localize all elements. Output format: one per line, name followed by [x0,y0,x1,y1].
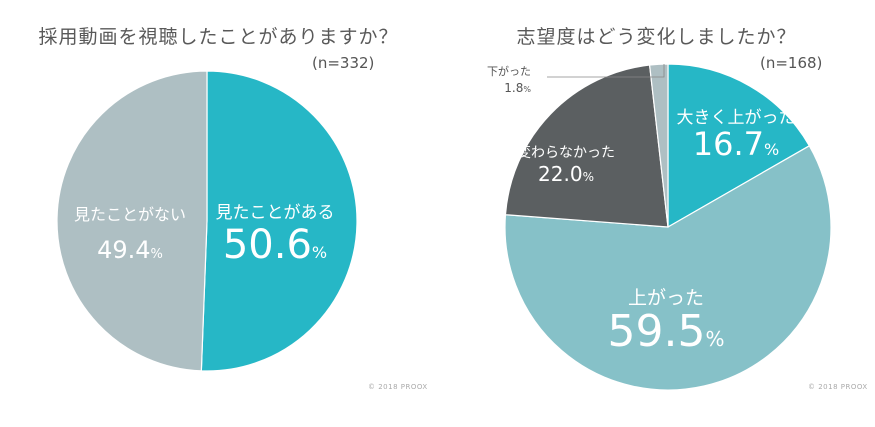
slice-category-label-1: 見たことがない [74,205,186,224]
slice-value-label-2: 22.0% [538,162,594,186]
slice-category-label-3: 下がった [487,64,531,78]
chart-title-motivation: 志望度はどう変化しましたか？ [516,26,797,48]
copyright-motivation: © 2018 PROOX [808,383,868,391]
sample-size-motivation: (n=168) [760,54,823,72]
pie-slice-1 [56,70,208,372]
pie-slice-1 [504,144,832,391]
pie-slice-3 [648,63,669,228]
slice-label-1: 見たことがない 49.4% [74,205,186,264]
slice-value-label-1: 49.4% [97,236,163,264]
slice-value-label-0: 16.7% [693,125,779,163]
slice-value-label-1: 59.5% [608,306,725,357]
sample-size-viewing: (n=332) [312,54,375,72]
slice-category-label-0: 見たことがある [216,203,335,223]
slice-value-label-3: 1.8% [504,81,531,95]
slice-value-label-0: 50.6% [223,222,327,268]
chart-panel-viewing: 採用動画を視聴したことがありますか？ (n=332) 見たことがある 50.6% 見… [0,0,437,427]
leader-line-3 [547,64,665,78]
slice-category-label-1: 上がった [628,287,704,309]
pie-slice-0 [667,63,811,229]
chart-panel-motivation: 志望度はどう変化しましたか？ (n=168) 大きく上がった 16.7% 上がった 5… [438,0,875,427]
pie-slice-2 [504,64,669,228]
slice-label-3: 下がった 1.8% [487,64,531,95]
chart-title-viewing: 採用動画を視聴したことがありますか？ [38,26,399,48]
copyright-viewing: © 2018 PROOX [368,383,428,391]
slice-category-label-2: 変わらなかった [517,144,615,161]
slice-category-label-0: 大きく上がった [677,108,796,128]
pie-slice-0 [200,70,358,372]
